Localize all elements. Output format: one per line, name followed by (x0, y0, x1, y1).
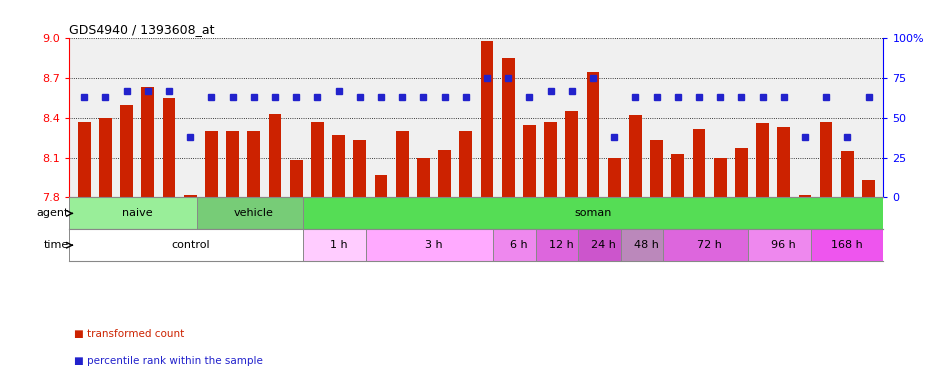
Bar (735, 149, 747, 197)
Bar (311, 122, 324, 197)
Text: ■ percentile rank within the sample: ■ percentile rank within the sample (74, 356, 263, 366)
Bar (196, 197, 311, 229)
Text: 1 h: 1 h (330, 240, 348, 250)
Bar (544, 122, 557, 197)
Bar (586, 71, 599, 197)
Text: 24 h: 24 h (591, 240, 616, 250)
Bar (99, 118, 112, 197)
Bar (227, 131, 239, 197)
Bar (663, 229, 756, 261)
Bar (290, 161, 302, 197)
Bar (302, 197, 883, 229)
Bar (268, 114, 281, 197)
Bar (672, 154, 684, 197)
Text: 72 h: 72 h (697, 240, 722, 250)
Bar (693, 129, 705, 197)
Bar (501, 58, 514, 197)
Bar (608, 158, 621, 197)
Text: 6 h: 6 h (510, 240, 527, 250)
Bar (78, 122, 91, 197)
Bar (747, 229, 820, 261)
Bar (481, 41, 493, 197)
Bar (69, 197, 205, 229)
Bar (578, 229, 629, 261)
Text: 96 h: 96 h (771, 240, 796, 250)
Text: 48 h: 48 h (634, 240, 659, 250)
Text: vehicle: vehicle (234, 209, 274, 218)
Text: 12 h: 12 h (549, 240, 574, 250)
Bar (536, 229, 586, 261)
Text: time: time (43, 240, 69, 250)
Bar (366, 229, 501, 261)
Bar (756, 123, 769, 197)
Bar (629, 115, 642, 197)
Bar (811, 229, 883, 261)
Text: 168 h: 168 h (832, 240, 863, 250)
Text: naive: naive (122, 209, 153, 218)
Bar (820, 122, 832, 197)
Bar (841, 151, 854, 197)
Bar (375, 175, 388, 197)
Text: 3 h: 3 h (426, 240, 443, 250)
Text: soman: soman (574, 209, 611, 218)
Bar (142, 88, 154, 197)
Bar (332, 135, 345, 197)
Bar (120, 105, 133, 197)
Text: agent: agent (37, 209, 69, 218)
Bar (69, 229, 311, 261)
Bar (523, 124, 536, 197)
Bar (163, 98, 176, 197)
Bar (714, 158, 726, 197)
Bar (438, 150, 450, 197)
Text: GDS4940 / 1393608_at: GDS4940 / 1393608_at (68, 23, 214, 36)
Bar (205, 131, 217, 197)
Bar (302, 229, 375, 261)
Bar (417, 158, 430, 197)
Bar (247, 131, 260, 197)
Bar (353, 141, 366, 197)
Bar (862, 180, 875, 197)
Text: ■ transformed count: ■ transformed count (74, 329, 184, 339)
Bar (798, 195, 811, 197)
Bar (777, 127, 790, 197)
Bar (621, 229, 672, 261)
Bar (396, 131, 409, 197)
Text: control: control (171, 240, 210, 250)
Bar (650, 141, 663, 197)
Bar (565, 111, 578, 197)
Bar (493, 229, 544, 261)
Bar (184, 195, 196, 197)
Bar (460, 131, 472, 197)
